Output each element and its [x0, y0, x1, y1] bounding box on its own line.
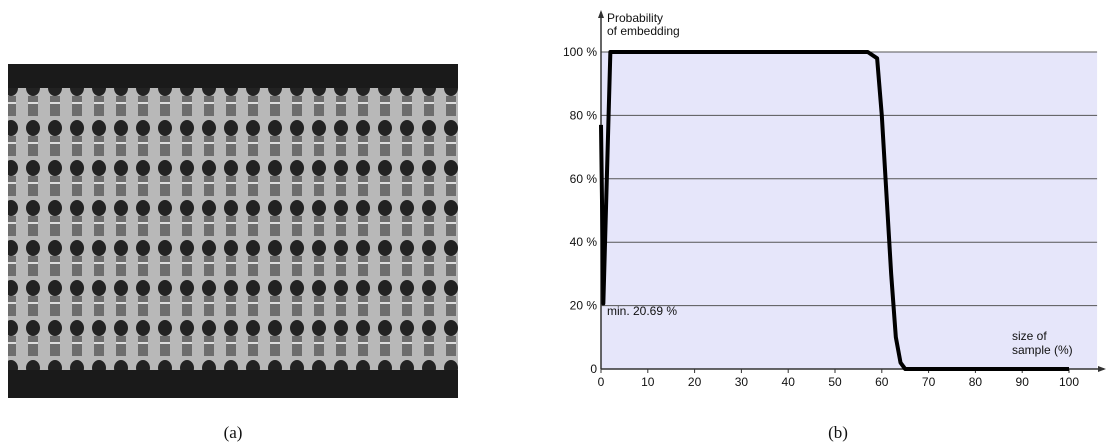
x-tick-label: 90 — [1016, 375, 1030, 389]
photo — [8, 64, 458, 398]
x-tick-label: 40 — [782, 375, 796, 389]
page: (a) (b) 0 20 % 40 % 60 % 80 % 100 % 0 10 20 30 40 5… — [0, 0, 1111, 448]
y-tick-label: 100 % — [563, 45, 597, 59]
y-tick-label: 40 % — [570, 235, 598, 249]
y-tick-label: 20 % — [570, 299, 598, 313]
caption: (a) — [224, 423, 243, 442]
x-tick-label: 100 — [1059, 375, 1079, 389]
x-tick-label: 50 — [828, 375, 842, 389]
y-axis-label: of embedding — [607, 24, 680, 38]
chart: 0 20 % 40 % 60 % 80 % 100 % 0 10 20 30 40 50 60 70 80 9… — [563, 10, 1106, 389]
x-axis-label: size of — [1012, 329, 1047, 343]
x-tick-label: 10 — [641, 375, 655, 389]
x-tick-label: 0 — [598, 375, 605, 389]
x-tick-label: 60 — [875, 375, 889, 389]
x-tick-label: 80 — [969, 375, 983, 389]
caption: (b) — [828, 423, 848, 442]
y-tick-label: 60 % — [570, 172, 598, 186]
y-axis-arrow — [598, 10, 604, 18]
annotation: min. 20.69 % — [607, 304, 677, 318]
figure: (a) (b) 0 20 % 40 % 60 % 80 % 100 % 0 10 20 30 40 5… — [0, 0, 1111, 448]
x-tick-label: 20 — [688, 375, 702, 389]
y-tick-label: 0 — [590, 362, 597, 376]
plot-background — [601, 52, 1097, 369]
x-axis-arrow — [1098, 366, 1106, 372]
x-tick-label: 30 — [735, 375, 749, 389]
x-tick-label: 70 — [922, 375, 936, 389]
y-tick-label: 80 % — [570, 108, 598, 122]
x-axis-label: sample (%) — [1012, 343, 1073, 357]
y-axis-label: Probability — [607, 11, 663, 25]
